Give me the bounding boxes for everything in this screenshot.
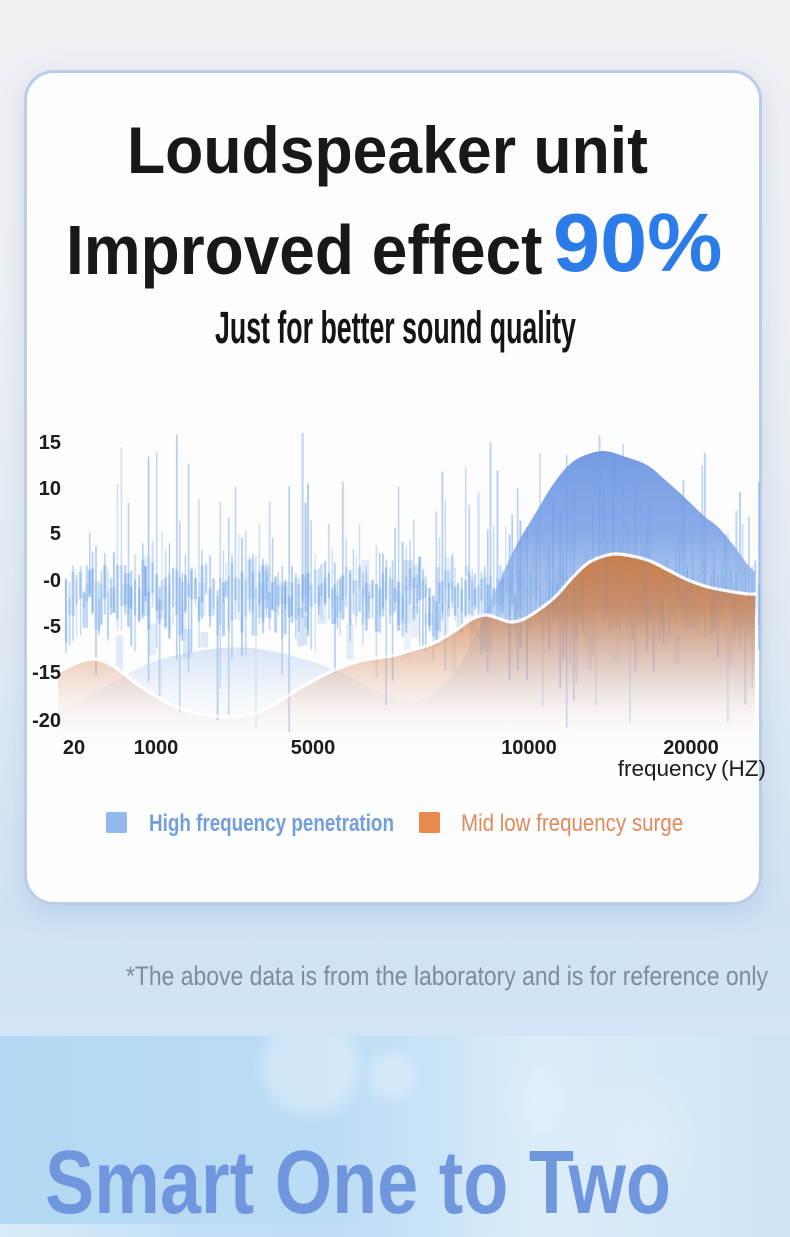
svg-text:10000: 10000 [501,737,557,759]
svg-text:-15: -15 [32,662,61,684]
svg-text:-5: -5 [43,616,61,638]
svg-text:20: 20 [63,737,85,759]
svg-text:20000: 20000 [663,737,719,759]
svg-text:5: 5 [50,523,61,545]
svg-text:5000: 5000 [291,737,336,759]
svg-text:-20: -20 [32,710,61,732]
svg-text:frequency (HZ): frequency (HZ) [618,756,766,781]
svg-text:15: 15 [39,432,61,454]
svg-text:10: 10 [39,478,61,500]
svg-text:1000: 1000 [134,737,179,759]
svg-text:-0: -0 [43,570,61,592]
